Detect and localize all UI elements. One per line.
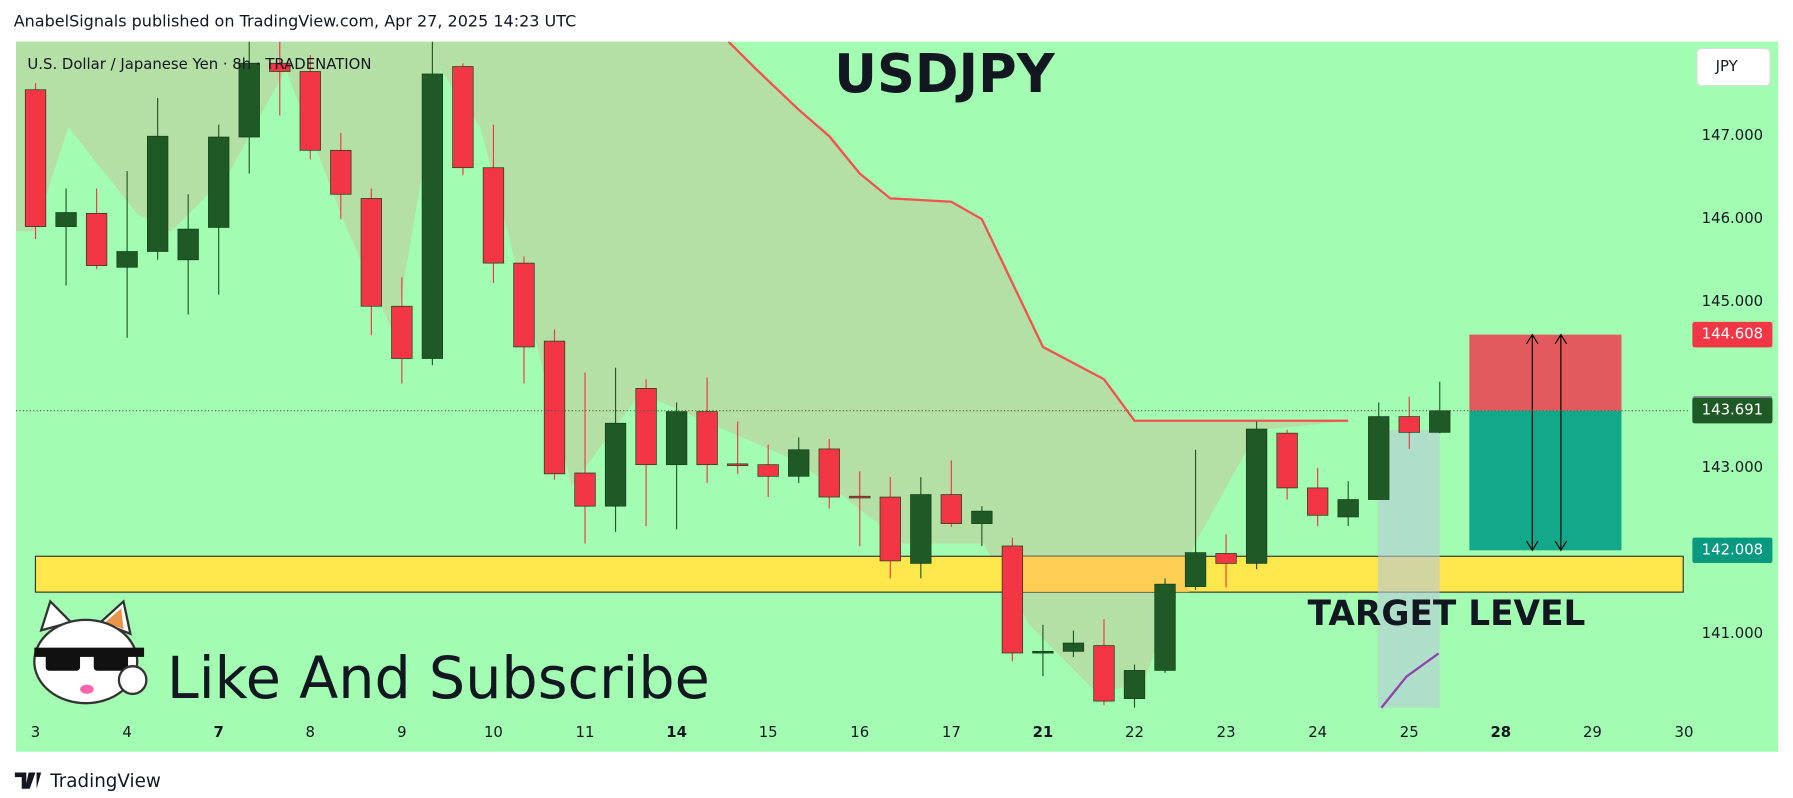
- symbol-info: U.S. Dollar / Japanese Yen · 8h · TRADEN…: [27, 55, 371, 73]
- price-label-box: [1692, 397, 1773, 424]
- candle-body: [574, 472, 596, 507]
- x-tick-label: 15: [759, 723, 778, 741]
- candle-body: [727, 463, 749, 466]
- candle-body: [696, 411, 718, 466]
- candle-body: [879, 496, 901, 562]
- indicator-line: [727, 41, 1349, 422]
- candle-body: [940, 494, 962, 524]
- candle-body: [147, 135, 169, 252]
- x-tick-label: 14: [666, 723, 687, 741]
- candle-body: [391, 305, 413, 359]
- candle-body: [1093, 645, 1115, 702]
- x-tick-label: 7: [214, 723, 224, 741]
- candle-body: [55, 212, 77, 227]
- candle-body: [1123, 670, 1146, 699]
- candle-body: [1062, 642, 1085, 652]
- x-tick-label: 9: [397, 723, 406, 741]
- subscribe-text: Like And Subscribe: [167, 645, 710, 712]
- candle-body: [1307, 487, 1329, 516]
- price-label-box: [1692, 321, 1773, 348]
- candle-body: [1398, 416, 1420, 433]
- currency-label: JPY: [1715, 57, 1739, 75]
- plot-area: [24, 41, 1451, 708]
- candle-body: [1276, 432, 1298, 489]
- plot-layer: [16, 41, 1691, 708]
- y-tick-label: 143.000: [1702, 458, 1763, 476]
- y-tick-label: 145.000: [1702, 292, 1763, 310]
- candle-body: [1001, 545, 1024, 654]
- price-label-box: [1692, 537, 1773, 564]
- candle-body: [116, 251, 138, 268]
- currency-button[interactable]: [1696, 47, 1771, 87]
- x-tick-label: 4: [122, 723, 131, 741]
- candle-body: [208, 136, 230, 228]
- candle-body: [849, 495, 871, 499]
- candle-body: [971, 510, 993, 524]
- candle-body: [452, 66, 474, 169]
- candle-body: [543, 340, 566, 475]
- range-arrow: [1554, 333, 1568, 552]
- candle-body: [910, 494, 932, 564]
- candle-body: [85, 212, 108, 266]
- x-tick-label: 24: [1308, 723, 1327, 741]
- candle-body: [513, 262, 535, 348]
- candle-body: [421, 73, 444, 359]
- candle-body: [1429, 410, 1451, 433]
- candle-body: [1368, 416, 1390, 500]
- publish-header: AnabelSignals published on TradingView.c…: [14, 11, 577, 30]
- x-tick-label: 21: [1033, 723, 1054, 741]
- price-label: 142.008: [1702, 540, 1763, 558]
- x-tick-label: 23: [1217, 723, 1236, 741]
- x-tick-label: 25: [1400, 723, 1419, 741]
- candle-body: [1215, 553, 1237, 564]
- candle-body: [330, 149, 352, 195]
- y-tick-label: 147.000: [1702, 126, 1763, 144]
- x-tick-label: 29: [1583, 723, 1602, 741]
- mascot: [33, 599, 148, 705]
- price-label: 144.608: [1702, 325, 1763, 343]
- footer-brand: TradingView: [49, 771, 160, 792]
- x-tick-label: 10: [484, 723, 503, 741]
- candle-body: [1245, 428, 1268, 564]
- candle-body: [238, 62, 260, 138]
- brand: [14, 772, 42, 789]
- projection-line: [1380, 652, 1440, 709]
- x-tick-label: 16: [850, 723, 869, 741]
- x-tick-label: 28: [1490, 723, 1511, 741]
- candle-body: [269, 62, 291, 72]
- x-tick-label: 8: [306, 723, 315, 741]
- x-tick-label: 30: [1675, 723, 1694, 741]
- stop-zone: [1469, 334, 1622, 411]
- x-tick-label: 3: [31, 723, 40, 741]
- candle-body: [818, 448, 840, 498]
- price-label: 143.691: [1702, 401, 1763, 419]
- x-tick-label: 17: [942, 723, 961, 741]
- candle-body: [604, 422, 627, 507]
- candle-body: [665, 411, 688, 466]
- chart-title: USDJPY: [834, 44, 1055, 105]
- y-tick-label: 146.000: [1702, 209, 1763, 227]
- indicator-shade: [16, 41, 1348, 694]
- candle-body: [635, 388, 657, 466]
- target-label: TARGET LEVEL: [1308, 594, 1586, 634]
- candle-body: [1032, 650, 1054, 654]
- candle-body: [482, 167, 505, 264]
- candle-body: [299, 71, 321, 151]
- candle-body: [1154, 583, 1176, 671]
- target-zone: [1469, 410, 1622, 551]
- candle-body: [757, 464, 779, 477]
- range-arrow: [1526, 333, 1539, 552]
- y-tick-label: 141.000: [1702, 624, 1763, 642]
- x-tick-label: 11: [576, 723, 595, 741]
- x-tick-label: 22: [1125, 723, 1144, 741]
- candle-body: [1184, 552, 1207, 587]
- candle-body: [360, 198, 382, 307]
- candle-body: [1337, 499, 1359, 518]
- candle-body: [24, 89, 47, 227]
- candle-body: [788, 449, 810, 477]
- candle-body: [177, 228, 199, 261]
